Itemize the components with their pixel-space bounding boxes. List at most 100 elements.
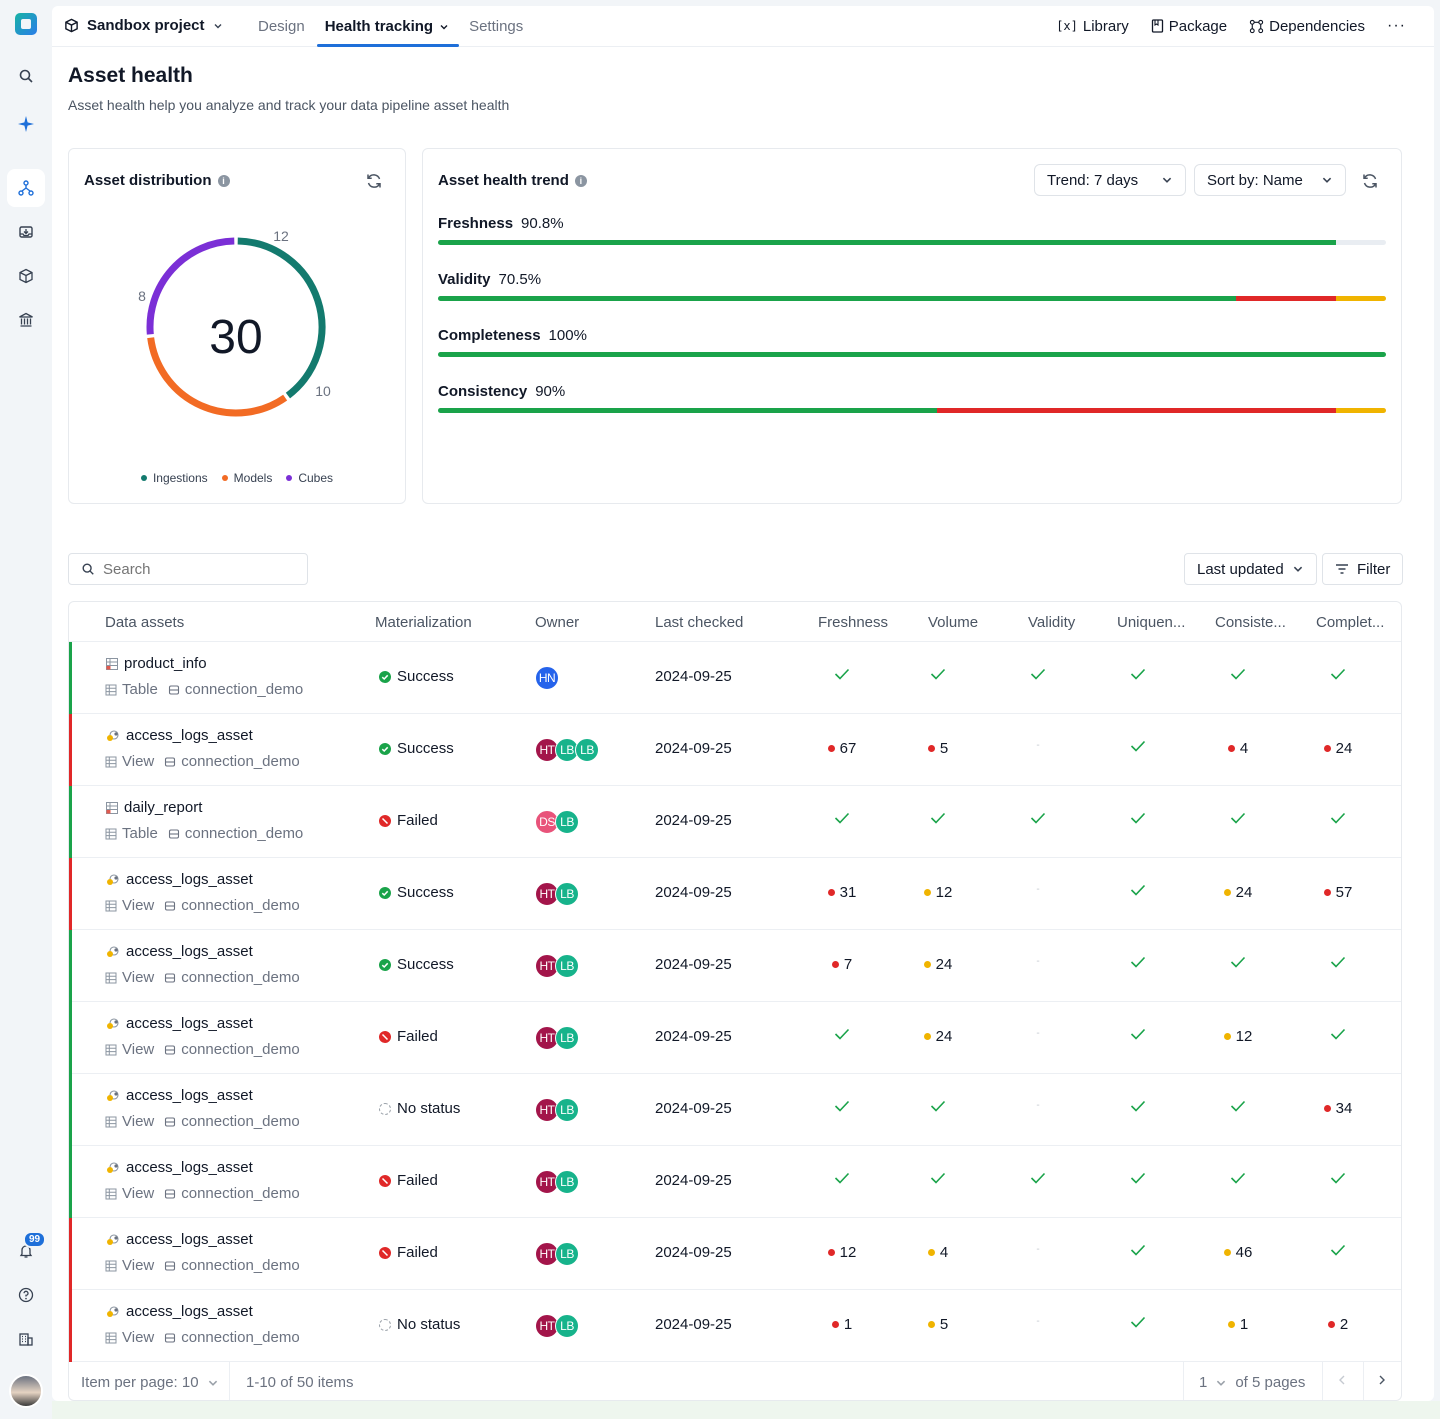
asset-name[interactable]: access_logs_asset [105, 871, 253, 888]
package-button[interactable]: Package [1151, 18, 1227, 35]
connection-name[interactable]: connection_demo [184, 825, 304, 842]
table-row[interactable]: access_logs_asset View connection_demo Fail… [69, 1146, 1401, 1218]
owner-avatar[interactable]: LB [555, 1026, 579, 1050]
owner-avatar[interactable]: LB [555, 1242, 579, 1266]
issue-count[interactable]: 57 [1318, 884, 1358, 901]
col-volume[interactable]: Volume [928, 614, 979, 631]
asset-name[interactable]: access_logs_asset [105, 943, 253, 960]
sort-dropdown[interactable]: Last updated [1184, 553, 1317, 585]
dependencies-button[interactable]: Dependencies [1249, 18, 1365, 35]
tab-design[interactable]: Design [248, 6, 315, 47]
col-materialization[interactable]: Materialization [375, 614, 472, 631]
owner-avatars[interactable]: HT LB [535, 1170, 579, 1194]
table-row[interactable]: access_logs_asset View connection_demo Fail… [69, 1218, 1401, 1290]
owner-avatar[interactable]: HN [535, 666, 559, 690]
owner-avatar[interactable]: LB [555, 1170, 579, 1194]
next-page-button[interactable] [1377, 1374, 1387, 1386]
bar-segment-red[interactable] [1236, 296, 1336, 301]
trend-period-select[interactable]: Trend: 7 days [1034, 164, 1186, 196]
connection-name[interactable]: connection_demo [181, 1257, 300, 1274]
donut-segment-cubes[interactable] [146, 237, 235, 335]
page-select[interactable]: 1 of 5 pages [1199, 1374, 1305, 1391]
bar-segment-green[interactable] [438, 352, 1386, 357]
asset-name[interactable]: access_logs_asset [105, 727, 253, 744]
col-uniqueness[interactable]: Uniquen... [1117, 614, 1186, 631]
asset-name[interactable]: access_logs_asset [105, 1087, 253, 1104]
user-avatar[interactable] [9, 1374, 43, 1408]
search-box[interactable] [68, 553, 308, 585]
ai-sparkle-icon[interactable] [7, 105, 45, 143]
owner-avatars[interactable]: HT LB [535, 882, 579, 906]
col-last-checked[interactable]: Last checked [655, 614, 744, 631]
more-icon[interactable]: ··· [1387, 17, 1406, 34]
cube-icon[interactable] [7, 257, 45, 295]
owner-avatar[interactable]: LB [555, 882, 579, 906]
issue-count[interactable]: 4 [918, 1244, 958, 1261]
owner-avatar[interactable]: LB [555, 810, 579, 834]
owner-avatars[interactable]: HN [535, 666, 559, 690]
bar-segment-yellow[interactable] [1335, 408, 1386, 413]
tab-health-tracking[interactable]: Health tracking [315, 6, 460, 47]
issue-count[interactable]: 34 [1318, 1100, 1358, 1117]
donut-segment-ingestions[interactable] [237, 237, 326, 399]
table-row[interactable]: access_logs_asset View connection_demo No s… [69, 1074, 1401, 1146]
table-row[interactable]: access_logs_asset View connection_demo No s… [69, 1290, 1401, 1362]
bar-segment-green[interactable] [438, 240, 1336, 245]
connection-name[interactable]: connection_demo [181, 1185, 300, 1202]
asset-name[interactable]: access_logs_asset [105, 1303, 253, 1320]
help-icon[interactable] [7, 1276, 45, 1314]
lineage-icon[interactable] [7, 169, 45, 207]
connection-name[interactable]: connection_demo [181, 1329, 300, 1346]
connection-name[interactable]: connection_demo [184, 681, 304, 698]
info-icon[interactable]: i [217, 174, 230, 187]
search-input[interactable] [103, 560, 293, 578]
owner-avatar[interactable]: LB [555, 1314, 579, 1338]
app-logo[interactable] [15, 13, 37, 35]
issue-count[interactable]: 31 [822, 884, 862, 901]
prev-page-button[interactable] [1337, 1374, 1347, 1386]
owner-avatar[interactable]: LB [575, 738, 599, 762]
issue-count[interactable]: 7 [822, 956, 862, 973]
table-row[interactable]: access_logs_asset View connection_demo Fail… [69, 1002, 1401, 1074]
col-owner[interactable]: Owner [535, 614, 580, 631]
owner-avatars[interactable]: HT LB LB [535, 738, 599, 762]
connection-name[interactable]: connection_demo [181, 753, 300, 770]
issue-count[interactable]: 12 [822, 1244, 862, 1261]
project-switcher[interactable]: Sandbox project [64, 17, 223, 34]
issue-count[interactable]: 46 [1218, 1244, 1258, 1261]
table-row[interactable]: daily_report Table connection_demo Failed DS… [69, 786, 1401, 858]
col-validity[interactable]: Validity [1028, 614, 1076, 631]
bar-segment-red[interactable] [936, 408, 1336, 413]
col-consistency[interactable]: Consiste... [1215, 614, 1286, 631]
issue-count[interactable]: 12 [1218, 1028, 1258, 1045]
bar-segment-green[interactable] [438, 296, 1237, 301]
items-per-page-select[interactable]: Item per page: 10 [81, 1374, 219, 1391]
owner-avatars[interactable]: HT LB [535, 1098, 579, 1122]
asset-name[interactable]: access_logs_asset [105, 1015, 253, 1032]
issue-count[interactable]: 5 [918, 740, 958, 757]
refresh-icon[interactable] [1361, 172, 1379, 190]
asset-name[interactable]: access_logs_asset [105, 1159, 253, 1176]
donut-segment-models[interactable] [147, 337, 288, 417]
issue-count[interactable]: 1 [822, 1316, 862, 1333]
owner-avatars[interactable]: HT LB [535, 954, 579, 978]
issue-count[interactable]: 12 [918, 884, 958, 901]
issue-count[interactable]: 5 [918, 1316, 958, 1333]
issue-count[interactable]: 24 [1218, 884, 1258, 901]
owner-avatars[interactable]: HT LB [535, 1314, 579, 1338]
owner-avatars[interactable]: HT LB [535, 1242, 579, 1266]
issue-count[interactable]: 2 [1318, 1316, 1358, 1333]
asset-name[interactable]: product_info [105, 655, 207, 672]
connection-name[interactable]: connection_demo [181, 1113, 300, 1130]
library-button[interactable]: [x] Library [1056, 18, 1129, 35]
table-row[interactable]: access_logs_asset View connection_demo Succ… [69, 714, 1401, 786]
issue-count[interactable]: 24 [918, 956, 958, 973]
owner-avatar[interactable]: LB [555, 954, 579, 978]
inbox-icon[interactable] [7, 213, 45, 251]
issue-count[interactable]: 4 [1218, 740, 1258, 757]
owner-avatars[interactable]: DS LB [535, 810, 579, 834]
table-row[interactable]: access_logs_asset View connection_demo Succ… [69, 858, 1401, 930]
search-icon[interactable] [7, 57, 45, 95]
catalog-icon[interactable] [7, 301, 45, 339]
tab-settings[interactable]: Settings [459, 6, 533, 47]
